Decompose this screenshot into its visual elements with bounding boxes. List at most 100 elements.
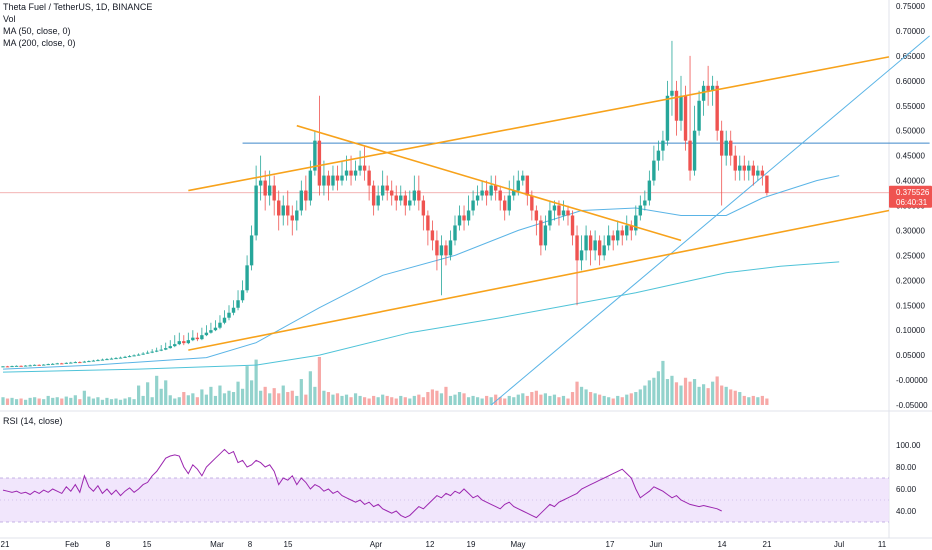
candle-body xyxy=(652,160,656,181)
volume-bar xyxy=(227,390,231,405)
candle-body xyxy=(697,100,701,131)
candle-body xyxy=(295,210,299,221)
volume-bar xyxy=(489,397,493,405)
time-tick-label: May xyxy=(510,540,525,549)
volume-bar xyxy=(304,394,308,405)
volume-bar xyxy=(33,397,37,405)
candle-body xyxy=(593,240,597,251)
candle-body xyxy=(46,364,50,366)
candle-body xyxy=(683,95,688,141)
volume-bar xyxy=(593,393,597,405)
volume-bar xyxy=(530,392,534,405)
candle-body xyxy=(290,215,294,221)
volume-bar xyxy=(322,390,326,405)
volume-bar xyxy=(335,393,340,405)
volume-bar xyxy=(209,386,213,405)
price-tick-label: 0.75000 xyxy=(896,2,925,11)
candle-body xyxy=(69,362,73,364)
legend-rsi: RSI (14, close) xyxy=(3,416,63,426)
candle-body xyxy=(150,351,154,353)
volume-bar xyxy=(281,385,285,405)
candle-body xyxy=(231,307,236,313)
volume-bar xyxy=(751,395,755,405)
candle-body xyxy=(19,365,23,367)
candle-body xyxy=(557,205,561,216)
volume-bar xyxy=(78,399,82,405)
candle-body xyxy=(209,330,213,333)
volume-bar xyxy=(448,395,453,405)
time-tick-label: 17 xyxy=(606,540,615,549)
volume-bar xyxy=(715,376,719,405)
candle-body xyxy=(525,175,530,196)
price-tick-label: -0.05000 xyxy=(896,401,928,410)
volume-bar xyxy=(552,394,557,405)
price-tick-label: -0.00000 xyxy=(896,376,928,385)
candle-body xyxy=(462,215,466,221)
price-tick-label: 0.70000 xyxy=(896,27,925,36)
volume-bar xyxy=(543,393,547,405)
candle-body xyxy=(123,356,127,358)
volume-bar xyxy=(177,397,181,405)
candle-body xyxy=(548,210,552,226)
volume-bar xyxy=(186,395,190,405)
candle-body xyxy=(267,185,272,196)
price-badge-countdown: 06:40:31 xyxy=(896,198,928,207)
volume-bar xyxy=(91,398,95,405)
volume-bar xyxy=(42,399,46,405)
candle-body xyxy=(466,210,471,221)
volume-bar xyxy=(557,397,561,405)
volume-bar xyxy=(19,398,23,405)
candle-body xyxy=(249,235,254,266)
volume-bar xyxy=(376,397,380,405)
candle-body xyxy=(765,175,769,194)
volume-bar xyxy=(394,398,398,405)
volume-bar xyxy=(634,392,638,405)
volume-bar xyxy=(385,395,389,405)
time-tick-label: 21 xyxy=(1,540,10,549)
volume-bar xyxy=(372,395,376,405)
volume-bar xyxy=(127,397,132,405)
volume-bar xyxy=(28,397,32,405)
candle-body xyxy=(643,200,647,206)
candle-body xyxy=(191,337,195,341)
volume-bar xyxy=(331,394,335,405)
volume-bar xyxy=(326,392,331,405)
candle-body xyxy=(670,90,674,96)
candle-body xyxy=(733,155,737,171)
volume-bar xyxy=(480,398,484,405)
candle-body xyxy=(688,140,692,171)
volume-bar xyxy=(471,395,475,405)
candle-body xyxy=(566,210,570,216)
volume-bar xyxy=(652,377,656,405)
volume-bar xyxy=(670,375,674,405)
candle-body xyxy=(588,235,593,251)
candle-body xyxy=(638,205,643,216)
volume-bar xyxy=(308,371,312,405)
volume-bar xyxy=(548,395,552,405)
volume-bar xyxy=(729,389,733,405)
candle-body xyxy=(100,359,105,361)
legend-ma200: MA (200, close, 0) xyxy=(3,38,76,48)
price-tick-label: 0.25000 xyxy=(896,251,925,260)
candle-body xyxy=(399,195,403,201)
volume-bar xyxy=(611,398,615,405)
candle-body xyxy=(480,190,484,196)
candle-body xyxy=(222,317,227,323)
volume-bar xyxy=(290,390,294,405)
volume-bar xyxy=(254,359,258,405)
volume-bar xyxy=(137,385,141,405)
volume-bar xyxy=(724,386,728,405)
price-tick-label: 0.45000 xyxy=(896,152,925,161)
volume-bar xyxy=(96,397,100,405)
trendline-channel-top xyxy=(188,56,890,192)
candle-body xyxy=(710,85,715,91)
volume-bar xyxy=(55,397,59,405)
volume-bar xyxy=(661,360,665,405)
price-tick-label: 0.40000 xyxy=(896,177,925,186)
volume-bar xyxy=(570,392,575,405)
volume-bar xyxy=(150,397,154,405)
candle-body xyxy=(715,85,719,131)
volume-bar xyxy=(647,380,651,405)
price-tick-label: 0.65000 xyxy=(896,52,925,61)
